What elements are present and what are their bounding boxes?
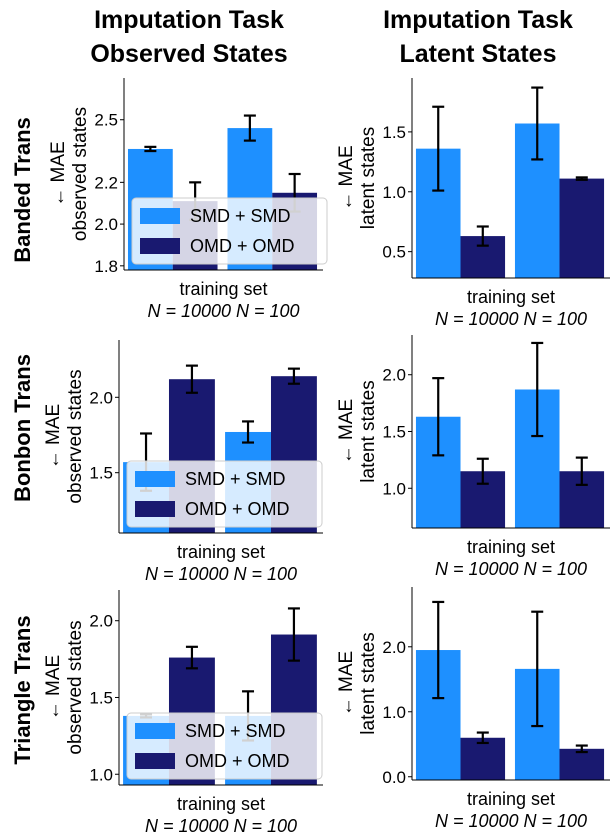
y-axis-label-line1: ← MAE	[336, 399, 357, 464]
legend-swatch-omd	[135, 753, 175, 769]
y-axis-label-line2: observed states	[65, 620, 86, 754]
y-tick-label: 2.5	[94, 111, 118, 130]
x-axis-label-line2: N = 10000 N = 100	[435, 309, 587, 329]
chart-panel-2: 1.5 2.0 ← MAE observed states training setN …	[43, 340, 323, 584]
row-label-triangle: Triangle Trans	[10, 615, 35, 764]
x-axis-label-line1: training set	[177, 794, 265, 814]
legend-label-smd: SMD + SMD	[190, 206, 291, 226]
y-tick-label: 1.0	[382, 183, 406, 202]
y-tick-label: 1.0	[89, 765, 113, 784]
chart-panel-1: 0.5 1.0 1.5 ← MAE latent states training setN…	[336, 78, 610, 329]
x-axis-label-line2: N = 10000 N = 100	[147, 301, 299, 321]
x-axis-label-line1: training set	[177, 542, 265, 562]
x-axis-label-line2: N = 10000 N = 100	[435, 811, 587, 831]
legend-label-smd: SMD + SMD	[185, 469, 286, 489]
y-axis-label-line2: latent states	[358, 380, 379, 482]
y-axis-label-line1: ← MAE	[43, 655, 64, 720]
legend-label-omd: OMD + OMD	[190, 236, 295, 256]
y-tick-label: 1.0	[382, 479, 406, 498]
y-tick-label: 2.0	[94, 215, 118, 234]
y-tick-label: 2.0	[382, 638, 406, 657]
y-axis-label-line1: ← MAE	[336, 145, 357, 210]
row-label-banded: Banded Trans	[10, 117, 35, 262]
y-tick-label: 2.2	[94, 173, 118, 192]
legend-box	[126, 712, 323, 780]
y-axis-label-line1: ← MAE	[43, 404, 64, 469]
y-axis-label-line2: latent states	[358, 127, 379, 229]
chart-panel-5: 0.0 1.0 2.0 ← MAE latent states training setN…	[336, 587, 610, 831]
x-axis-label-line2: N = 10000 N = 100	[435, 559, 587, 579]
legend-label-omd: OMD + OMD	[185, 499, 290, 519]
x-axis-label-line1: training set	[467, 287, 555, 307]
x-axis-label-line2: N = 10000 N = 100	[145, 564, 297, 584]
y-tick-label: 2.0	[382, 366, 406, 385]
y-axis-label-line1: ← MAE	[336, 651, 357, 716]
y-tick-label: 0.0	[382, 768, 406, 787]
legend-label-smd: SMD + SMD	[185, 721, 286, 741]
y-tick-label: 2.0	[89, 612, 113, 631]
legend-box	[126, 460, 323, 528]
bar-omd-1	[559, 178, 605, 278]
legend-swatch-smd	[135, 723, 175, 739]
legend-swatch-omd	[140, 238, 180, 254]
legend-box	[131, 197, 328, 265]
bar-omd-1	[559, 748, 605, 780]
y-tick-label: 1.8	[94, 257, 118, 276]
y-tick-label: 1.5	[382, 423, 406, 442]
chart-panel-3: 1.0 1.5 2.0 ← MAE latent states training setN…	[336, 335, 610, 579]
y-axis-label-line2: observed states	[65, 369, 86, 503]
legend-swatch-omd	[135, 501, 175, 517]
x-axis-label-line1: training set	[179, 279, 267, 299]
y-tick-label: 0.5	[382, 243, 406, 262]
column-title-latent-line1: Imputation Task	[383, 6, 573, 34]
bar-omd-0	[460, 737, 506, 780]
y-tick-label: 1.0	[382, 703, 406, 722]
x-axis-label-line2: N = 10000 N = 100	[145, 816, 297, 836]
legend-swatch-smd	[140, 208, 180, 224]
column-title-observed-line1: Imputation Task	[94, 6, 284, 34]
y-axis-label-line2: observed states	[70, 107, 91, 241]
column-title-observed-line2: Observed States	[90, 40, 287, 68]
y-axis-label-line2: latent states	[358, 632, 379, 734]
x-axis-label-line1: training set	[467, 537, 555, 557]
y-tick-label: 1.5	[382, 123, 406, 142]
y-tick-label: 1.5	[89, 464, 113, 483]
legend-label-omd: OMD + OMD	[185, 751, 290, 771]
y-tick-label: 2.0	[89, 388, 113, 407]
legend-swatch-smd	[135, 471, 175, 487]
chart-panel-4: 1.0 1.5 2.0 ← MAE observed states training se…	[43, 590, 323, 836]
y-axis-label-line1: ← MAE	[48, 141, 69, 206]
y-tick-label: 1.5	[89, 688, 113, 707]
column-title-latent-line2: Latent States	[400, 40, 557, 68]
row-label-bonbon: Bonbon Trans	[10, 354, 35, 502]
x-axis-label-line1: training set	[467, 789, 555, 809]
chart-panel-0: 1.8 2.0 2.2 2.5 ← MAE observed states training…	[48, 78, 328, 321]
